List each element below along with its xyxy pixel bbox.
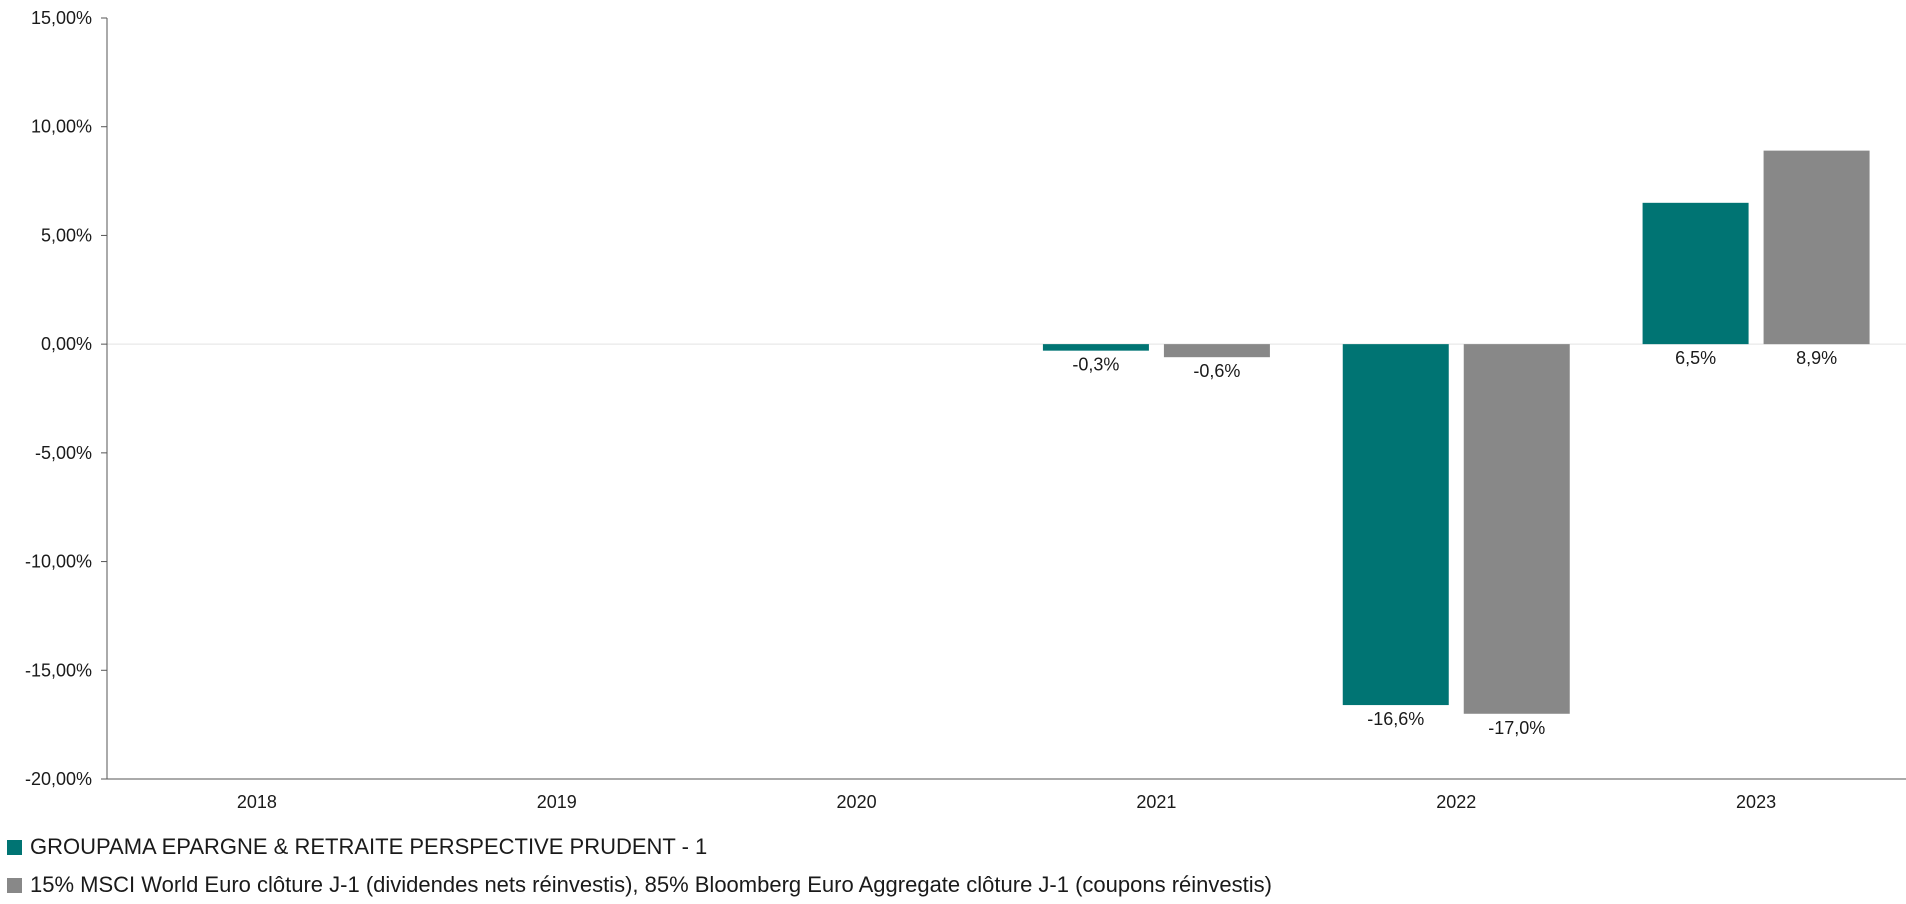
legend-label-fund: GROUPAMA EPARGNE & RETRAITE PERSPECTIVE … (30, 834, 708, 859)
legend-item-benchmark: 15% MSCI World Euro clôture J-1 (dividen… (7, 866, 1272, 904)
x-tick-label: 2022 (1436, 792, 1476, 812)
legend-swatch-benchmark (7, 877, 22, 893)
x-tick-label: 2021 (1136, 792, 1176, 812)
bar-benchmark-2023 (1763, 150, 1870, 345)
bar-fund-2023 (1642, 202, 1749, 345)
data-label: -0,6% (1193, 361, 1240, 381)
x-tick-label: 2018 (237, 792, 277, 812)
x-tick-label: 2019 (537, 792, 577, 812)
y-tick-label: 10,00% (31, 117, 92, 137)
x-tick-label: 2023 (1736, 792, 1776, 812)
y-tick-label: -20,00% (25, 769, 92, 789)
data-label: -17,0% (1488, 718, 1545, 738)
bar-fund-2021 (1042, 344, 1149, 351)
y-tick-label: -15,00% (25, 660, 92, 680)
x-tick-label: 2020 (837, 792, 877, 812)
y-tick-label: 0,00% (41, 334, 92, 354)
chart-legend: GROUPAMA EPARGNE & RETRAITE PERSPECTIVE … (7, 828, 1272, 904)
bar-chart: -0,3% -16,6% 6,5% -0,6% -17,0% 8,9% 15,00% 10,0… (25, 8, 1906, 812)
y-tick-label: 5,00% (41, 225, 92, 245)
data-label: -0,3% (1072, 355, 1119, 375)
bar-fund-2022 (1342, 344, 1449, 706)
legend-item-fund: GROUPAMA EPARGNE & RETRAITE PERSPECTIVE … (7, 828, 1272, 866)
y-tick-label: -10,00% (25, 552, 92, 572)
bar-benchmark-2022 (1463, 344, 1570, 714)
legend-label-benchmark: 15% MSCI World Euro clôture J-1 (dividen… (30, 872, 1272, 897)
data-label: 8,9% (1796, 348, 1837, 368)
data-label: 6,5% (1675, 348, 1716, 368)
y-tick-label: 15,00% (31, 8, 92, 28)
data-label: -16,6% (1367, 709, 1424, 729)
legend-swatch-fund (7, 839, 22, 855)
y-tick-label: -5,00% (35, 443, 92, 463)
bar-benchmark-2021 (1163, 344, 1270, 358)
